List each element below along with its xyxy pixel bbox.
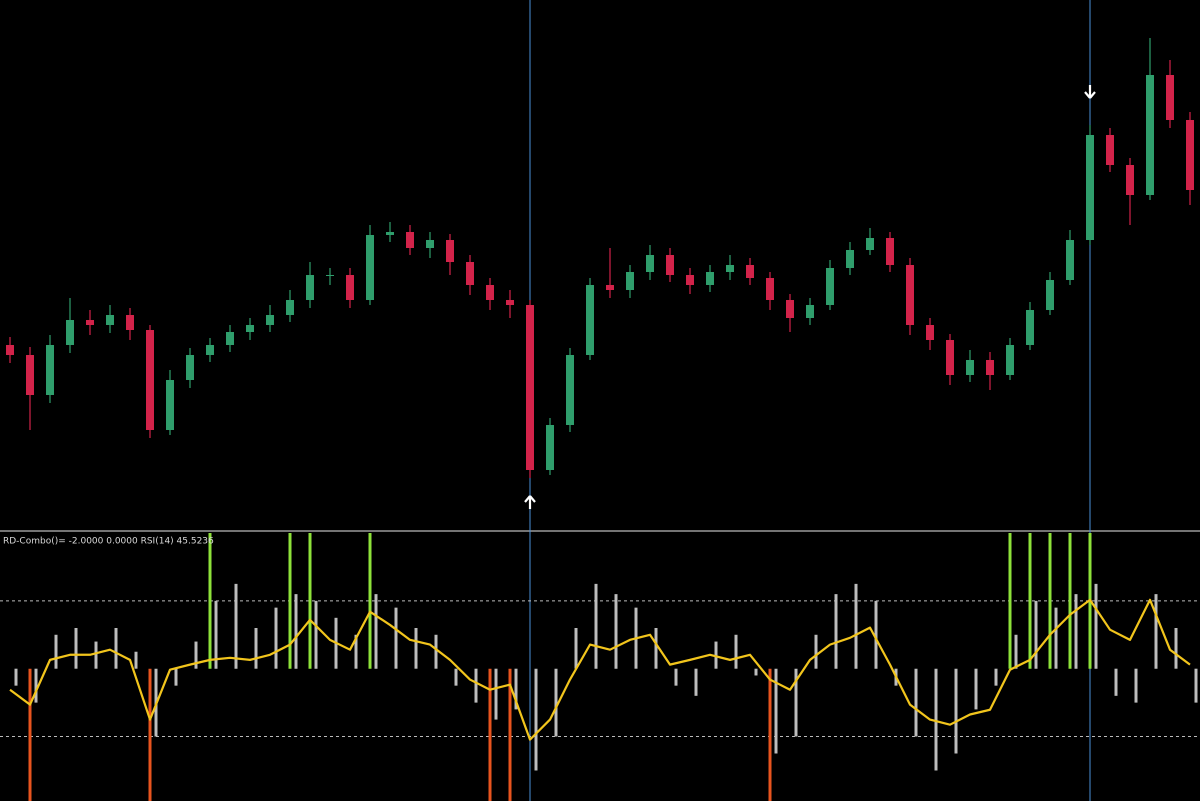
sell-arrow [1084,85,1096,99]
candle-body [1046,280,1054,310]
candle-body [1026,310,1034,345]
candle-body [186,355,194,380]
candle-body [346,275,354,300]
candle-body [646,255,654,272]
candle-body [26,355,34,395]
candle-body [706,272,714,285]
candle-body [466,262,474,285]
candle-body [386,232,394,235]
candle-body [506,300,514,305]
candle-body [126,315,134,330]
candle-body [86,320,94,325]
candle-body [1086,135,1094,240]
candle-body [66,320,74,345]
candle-body [826,268,834,305]
candle-body [926,325,934,340]
candle-body [966,360,974,375]
candle-body [446,240,454,262]
candle-body [586,285,594,355]
candle-body [46,345,54,395]
candle-body [166,380,174,430]
candle-body [406,232,414,248]
candle-body [866,238,874,250]
candle-body [886,238,894,265]
candle-body [246,325,254,332]
candle-body [786,300,794,318]
candle-body [1106,135,1114,165]
candle-body [306,275,314,300]
candle-body [1066,240,1074,280]
candle-body [766,278,774,300]
candle-body [746,265,754,278]
candle-body [366,235,374,300]
rsi-line [9,598,1191,741]
candle-body [946,340,954,375]
candle-body [1186,120,1194,190]
candle-body [1006,345,1014,375]
candle-body [1146,75,1154,195]
candle-body [226,332,234,345]
candle-body [606,285,614,290]
indicator-legend: RD-Combo()= -2.0000 0.0000 RSI(14) 45.52… [3,537,214,547]
candle-body [106,315,114,325]
candle-body [906,265,914,325]
candle-body [426,240,434,248]
candle-body [6,345,14,355]
candle-body [1126,165,1134,195]
candle-body [146,330,154,430]
candle-body [806,305,814,318]
candle-body [206,345,214,355]
candle-body [686,275,694,285]
candle-body [326,275,334,276]
candle-body [486,285,494,300]
candle-body [846,250,854,268]
candle-body [986,360,994,375]
candle-body [286,300,294,315]
candle-body [546,425,554,470]
buy-arrow [524,495,536,509]
candle-body [526,305,534,470]
candle-body [566,355,574,425]
candle-body [1166,75,1174,120]
candle-body [726,265,734,272]
candle-body [626,272,634,290]
candle-body [666,255,674,275]
candle-body [266,315,274,325]
